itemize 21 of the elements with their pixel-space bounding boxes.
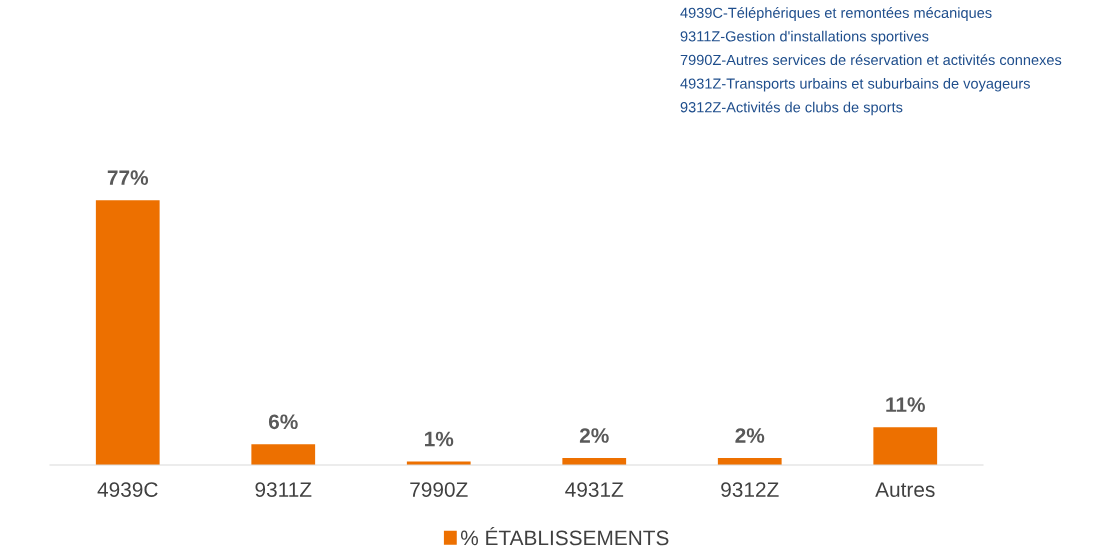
data-label: 2%: [735, 428, 765, 443]
x-tick-label: 4939C: [97, 482, 158, 497]
data-label: 1%: [425, 431, 454, 447]
x-tick-label: 9312Z: [721, 482, 779, 497]
text: 4939C-Téléphériques et remontées mécaniques: [680, 7, 992, 21]
bar: [873, 427, 938, 465]
text: 7990Z-Autres services de réservation et activités connexes: [680, 54, 1062, 66]
legend-label: % ÉTABLISSEMENTS: [460, 527, 669, 546]
x-tick-label: Autres: [875, 482, 935, 497]
bar: [251, 444, 316, 465]
text: 9312Z-Activités de clubs de sports: [680, 101, 903, 116]
x-tick-label: 4931Z: [565, 482, 624, 497]
data-label: 2%: [579, 428, 609, 443]
data-label: 77%: [107, 170, 149, 186]
x-tick-label: 9311Z: [255, 482, 312, 497]
data-label: 6%: [268, 414, 298, 430]
text: 9311Z-Gestion d'installations sportives: [680, 30, 929, 45]
text: 4931Z-Transports urbains et suburbains de voyageurs: [680, 78, 1030, 92]
x-tick-label: 7990Z: [410, 482, 468, 497]
data-label: 11%: [886, 397, 925, 412]
bar: [95, 200, 160, 465]
